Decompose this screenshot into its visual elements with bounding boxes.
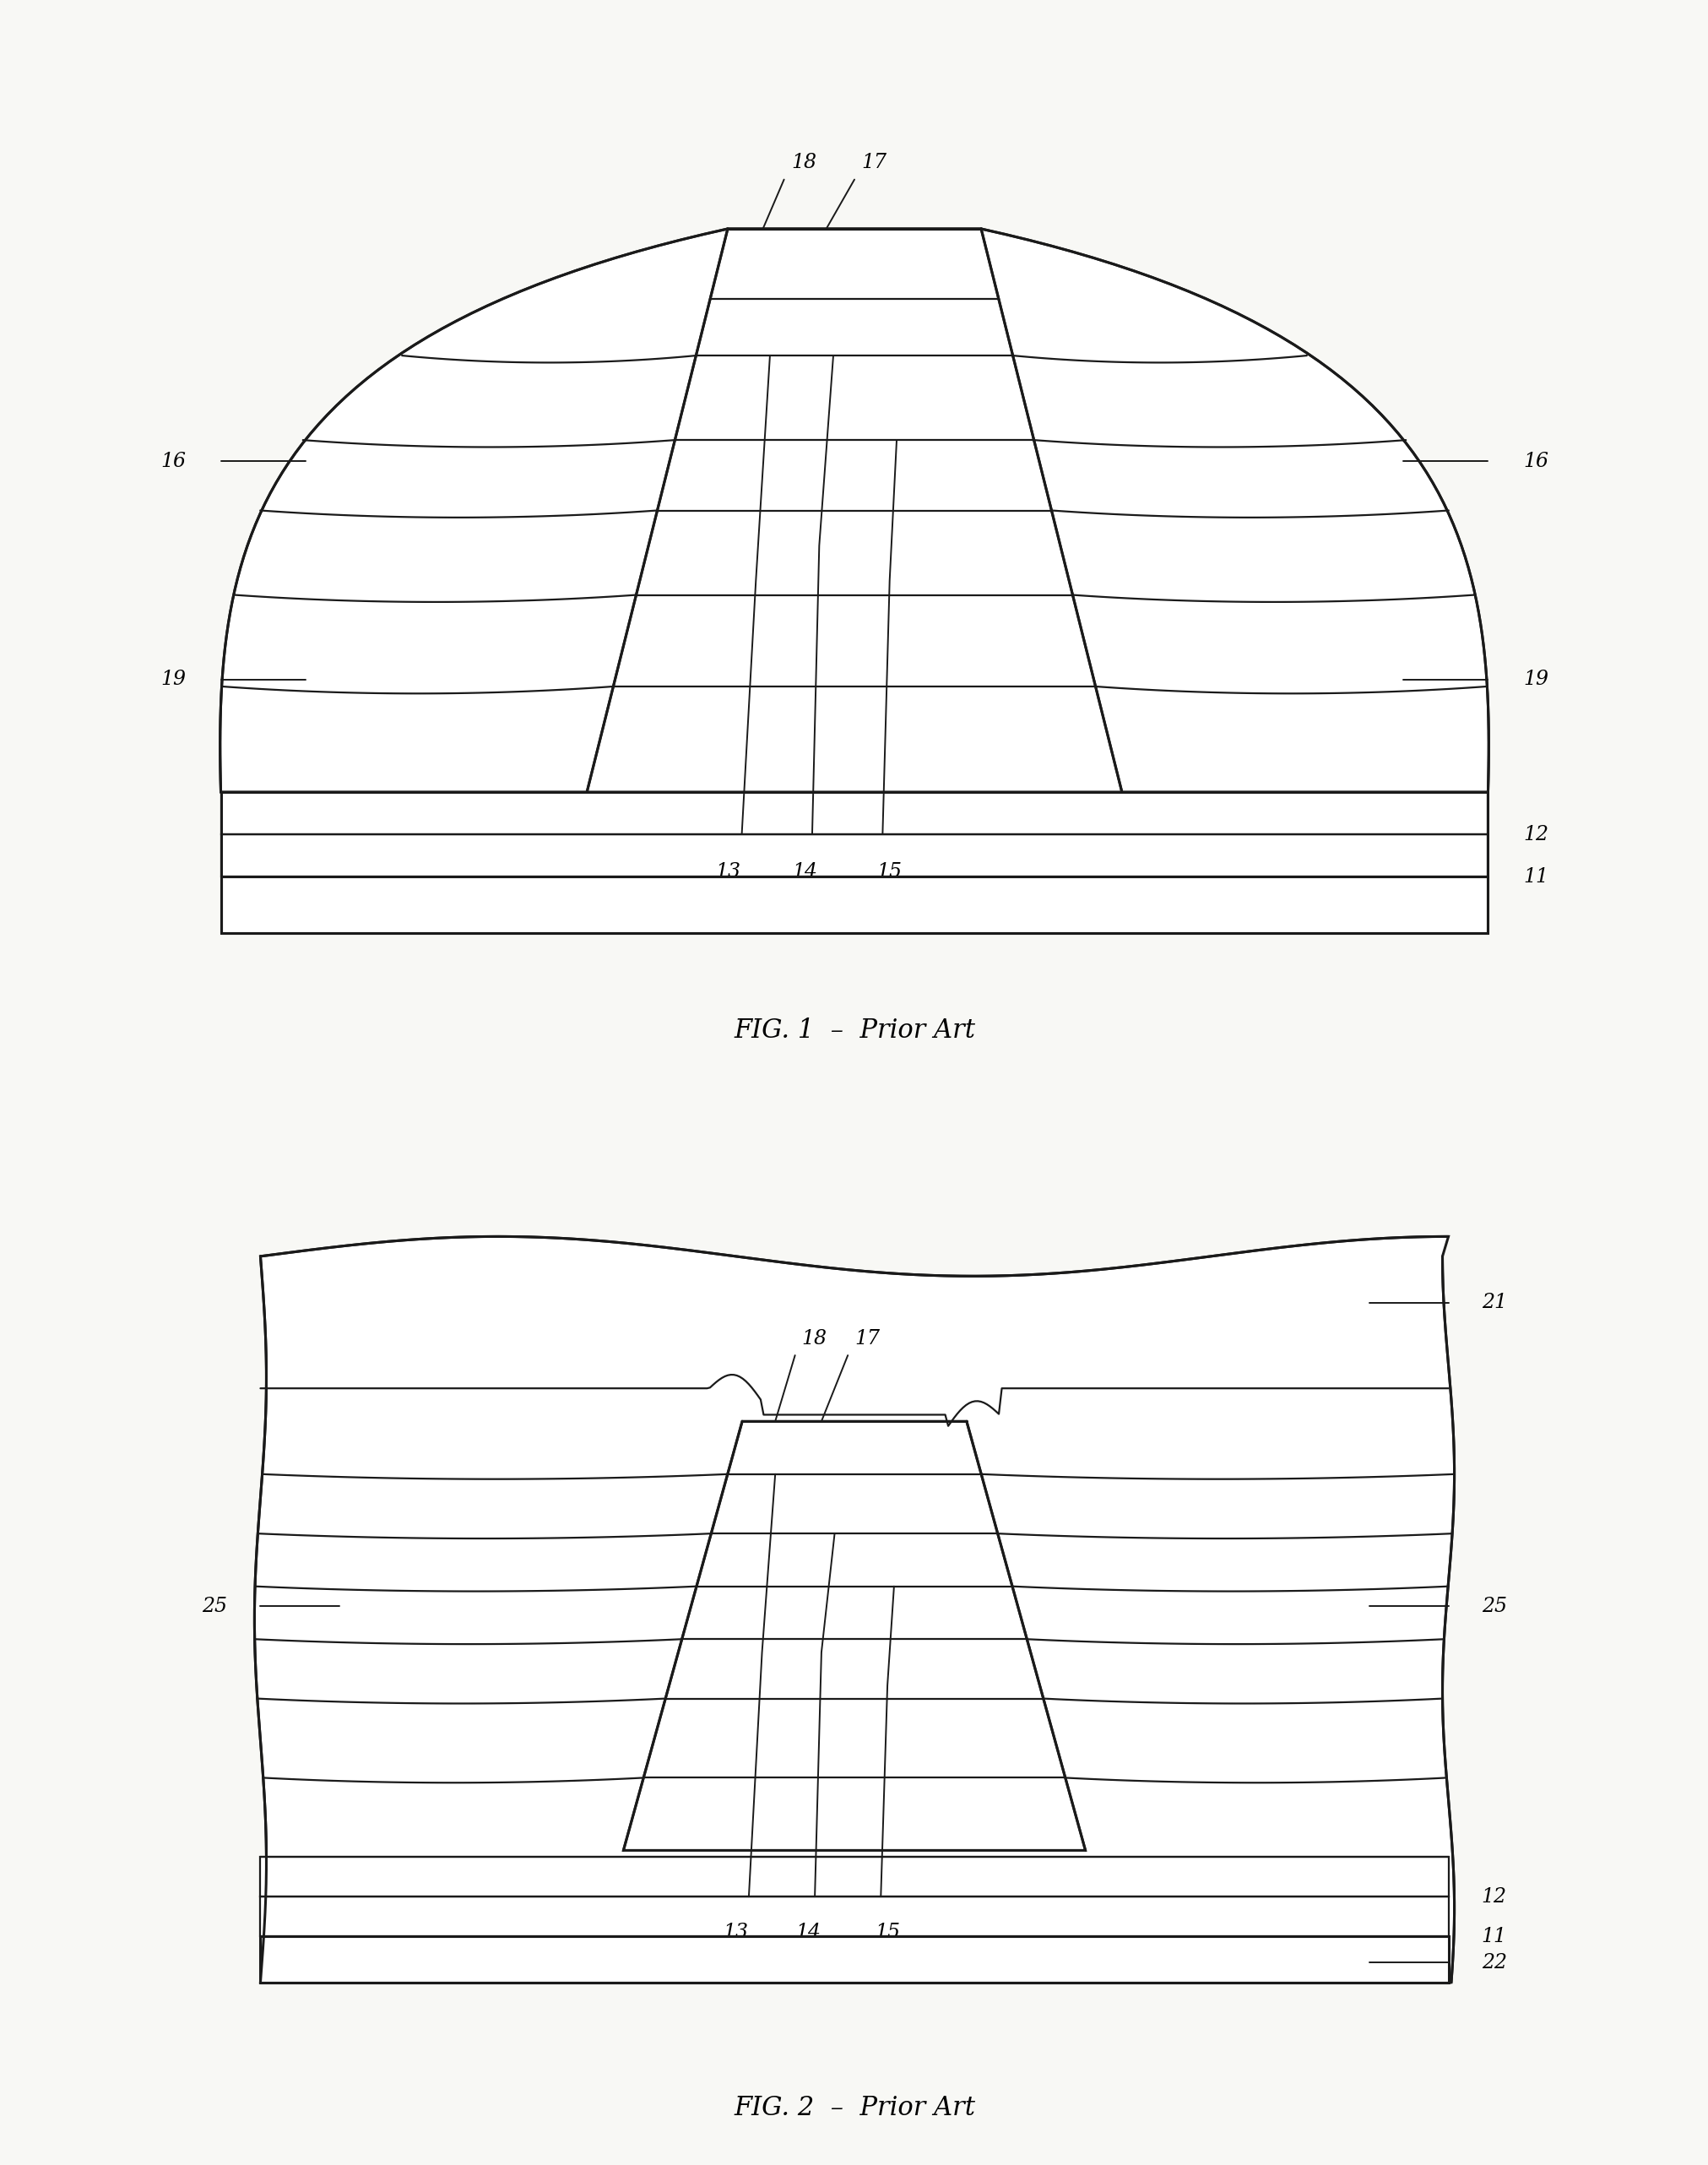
Polygon shape: [220, 834, 1488, 877]
Text: 25: 25: [1481, 1596, 1506, 1615]
Text: 15: 15: [876, 862, 902, 881]
Text: 16: 16: [1522, 452, 1547, 470]
Polygon shape: [260, 1936, 1448, 1983]
Text: 25: 25: [202, 1596, 227, 1615]
Text: 17: 17: [861, 154, 886, 173]
Text: 21: 21: [1481, 1293, 1506, 1312]
Polygon shape: [260, 1897, 1448, 1936]
Text: 13: 13: [714, 862, 740, 881]
Text: 18: 18: [791, 154, 816, 173]
Polygon shape: [260, 1858, 1448, 1897]
Text: 14: 14: [796, 1923, 820, 1942]
Polygon shape: [254, 1236, 1454, 1983]
Text: 19: 19: [161, 669, 186, 688]
Text: 11: 11: [1522, 866, 1547, 885]
Text: 12: 12: [1481, 1888, 1506, 1907]
Text: FIG. 1  –  Prior Art: FIG. 1 – Prior Art: [733, 1018, 975, 1044]
Polygon shape: [623, 1422, 1085, 1851]
Text: FIG. 2  –  Prior Art: FIG. 2 – Prior Art: [733, 2094, 975, 2122]
Text: 12: 12: [1522, 825, 1547, 844]
Text: 19: 19: [1522, 669, 1547, 688]
Polygon shape: [220, 877, 1488, 933]
Text: 22: 22: [1481, 1953, 1506, 1972]
Polygon shape: [586, 229, 1122, 792]
Polygon shape: [220, 792, 1488, 834]
Text: 15: 15: [874, 1923, 900, 1942]
Text: 16: 16: [161, 452, 186, 470]
Text: 11: 11: [1481, 1927, 1506, 1946]
Text: 14: 14: [793, 862, 818, 881]
Polygon shape: [220, 229, 1488, 792]
Text: 18: 18: [801, 1329, 827, 1349]
Text: 17: 17: [854, 1329, 880, 1349]
Text: 13: 13: [722, 1923, 748, 1942]
